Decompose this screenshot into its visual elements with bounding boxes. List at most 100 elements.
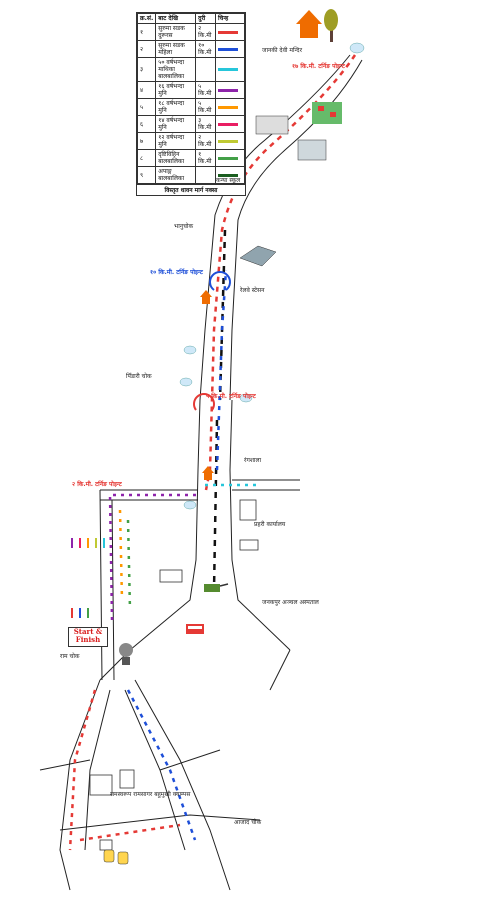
legend-row: ८ दृष्टिविहिन बालबालिका १ कि.मी [136, 149, 245, 167]
legend-header-no: क्र.सं. [136, 13, 157, 24]
legend-row: १ सुरुमा सडक दुरूरस २ कि.मी [136, 23, 245, 41]
legend-row: ३ ५० वर्षभन्दा माथिका बालबालिका [136, 57, 245, 82]
legend-cell-dist: ५ कि.मी [195, 98, 216, 116]
legend-header-symbol: चिन्ह [215, 13, 245, 24]
blue-turn-loop [209, 271, 231, 291]
multicolor-route-west [108, 493, 196, 621]
green-route-west [126, 519, 132, 611]
legend-header: क्र.सं. बाट देखि दुरी चिन्ह [136, 13, 245, 24]
legend-swatch [215, 23, 245, 41]
label-km2: २ कि.मी. टर्निङ पोइन्ट [72, 481, 122, 488]
road-main-left [129, 399, 201, 651]
legend-swatch [215, 98, 245, 116]
legend-row: ७ १२ वर्षभन्दा मुनि २ कि.मी [136, 132, 245, 150]
legend-row: ४ १६ वर्षभन्दा मुनि ५ कि.मी [136, 81, 245, 99]
block-buildings [89, 499, 259, 851]
legend-cell-from: १६ वर्षभन्दा मुनि [155, 81, 197, 99]
label-hospital: जनकपुर अञ्चल अस्पताल [262, 599, 319, 606]
legend-swatch [215, 81, 245, 99]
train-icon [239, 245, 277, 267]
legend-cell-from: १४ वर्षभन्दा मुनि [155, 115, 197, 133]
legend-arrow-icon [218, 122, 238, 126]
legend-arrow-icon [218, 88, 238, 92]
label-janaki: जानकी देवी मन्दिर [262, 47, 303, 54]
bus-icon [186, 624, 204, 634]
road-east-branch [232, 479, 300, 491]
legend-cell-no: ५ [136, 98, 157, 116]
legend-swatch [215, 57, 245, 82]
orange-route-west [118, 509, 124, 601]
legend-arrow-icon [218, 47, 238, 51]
legend-cell-dist: १० कि.मी [195, 40, 216, 58]
tree-icon [324, 9, 338, 42]
legend-swatch [215, 115, 245, 133]
legend-cell-no: ६ [136, 115, 157, 133]
building-cluster-icon [255, 102, 342, 161]
label-km17: १७ कि.मी. टर्निङ पोइन्ट [292, 63, 345, 70]
legend-cell-from: सुरुमा सडक महिला [155, 40, 197, 58]
road-upper-left-edge [199, 54, 351, 401]
legend-arrow-icon [218, 30, 238, 34]
legend-row: ९ अपाङ्ग बालबालिका [136, 166, 245, 184]
legend-arrow-icon [218, 139, 238, 143]
legend-swatch [215, 166, 245, 184]
red-turn-loop [193, 393, 215, 411]
legend-cell-no: ८ [136, 149, 157, 167]
legend-cell-no: ७ [136, 132, 157, 150]
legend: क्र.सं. बाट देखि दुरी चिन्ह १ सुरुमा सडक … [136, 12, 246, 196]
legend-cell-from: १२ वर्षभन्दा मुनि [155, 132, 197, 150]
legend-cell-from: १८ वर्षभन्दा मुनि [155, 98, 197, 116]
legend-row: २ सुरुमा सडक महिला १० कि.मी [136, 40, 245, 58]
legend-cell-no: २ [136, 40, 157, 58]
legend-cell-from: ५० वर्षभन्दा माथिका बालबालिका [155, 57, 197, 82]
label-km10: १० कि.मी. टर्निङ पोइन्ट [150, 269, 203, 276]
label-police: प्रहरी कार्यालय [254, 521, 286, 528]
red-route-loop-left [68, 689, 97, 851]
legend-cell-dist: २ कि.मी [195, 23, 216, 41]
road-main-right [229, 399, 291, 651]
road-west-vertical [99, 489, 115, 681]
legend-header-dist: दुरी [195, 13, 216, 24]
label-ramchowk: राम चोक [60, 653, 80, 660]
turning-loops [193, 271, 231, 411]
legend-cell-from: दृष्टिविहिन बालबालिका [155, 149, 197, 167]
legend-cell-no: ९ [136, 166, 157, 184]
legend-cell-dist: १ कि.मी [195, 149, 216, 167]
legend-cell-from: सुरुमा सडक दुरूरस [155, 23, 197, 41]
gas-station-icons [103, 849, 129, 865]
label-railway: रेलवे स्टेसन [240, 287, 265, 294]
tank-icon [204, 583, 229, 592]
temple-icon [296, 10, 322, 38]
legend-table: क्र.सं. बाट देखि दुरी चिन्ह १ सुरुमा सडक … [136, 13, 245, 184]
legend-cell-no: ४ [136, 81, 157, 99]
label-kanya: कन्या स्कूल [216, 177, 241, 184]
legend-cell-dist: २ कि.मी [195, 132, 216, 150]
legend-swatch [215, 132, 245, 150]
label-bhanuchowk: भानुचोक [174, 223, 194, 230]
road-loop-cross [39, 749, 261, 831]
landmarks [89, 9, 365, 865]
legend-cell-dist [195, 57, 216, 82]
label-pidari: पिँडारी चोक [126, 373, 152, 380]
label-campus: रामस्वरूप रामसागर बहुमुखी क्याम्पस [110, 791, 191, 798]
legend-swatch [215, 149, 245, 167]
legend-cell-no: ३ [136, 57, 157, 82]
legend-row: ५ १८ वर्षभन्दा मुनि ५ कि.मी [136, 98, 245, 116]
statue-icon [119, 643, 133, 665]
road-west-branch [100, 489, 198, 501]
start-arrow-grid [71, 538, 105, 618]
start-finish-box: Start & Finish [68, 627, 108, 647]
legend-cell-no: १ [136, 23, 157, 41]
center-line [212, 229, 227, 591]
label-ajad: आजाद चोक [234, 819, 262, 826]
label-stadium: रंगशाला [244, 457, 262, 464]
route-arrows [68, 54, 357, 851]
legend-row: ६ १४ वर्षभन्दा मुनि ३ कि.मी [136, 115, 245, 133]
red-route-loop-bottom [79, 823, 181, 842]
road-network [39, 54, 363, 891]
blue-route-upper [215, 269, 228, 471]
legend-cell-dist: ३ कि.मी [195, 115, 216, 133]
legend-header-from: बाट देखि [155, 13, 197, 24]
legend-arrow-icon [218, 156, 238, 160]
